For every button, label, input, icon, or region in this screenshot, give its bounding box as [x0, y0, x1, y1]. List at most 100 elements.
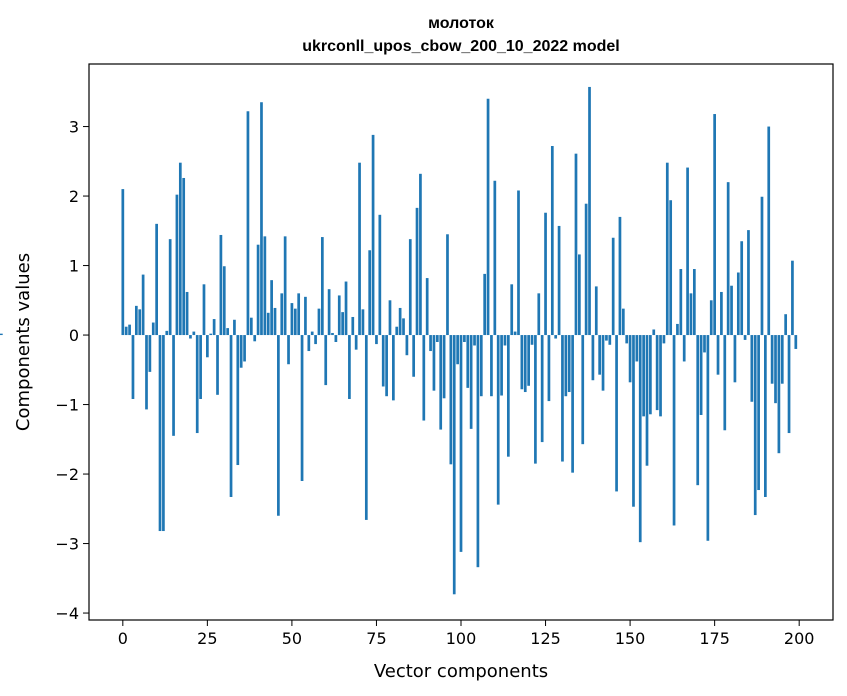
bar: [547, 335, 551, 402]
bar: [128, 324, 131, 336]
bar: [162, 335, 165, 532]
bar: [625, 335, 629, 344]
bar: [287, 335, 290, 365]
bar: [348, 335, 351, 399]
bar: [253, 335, 257, 342]
bar: [307, 335, 311, 352]
bar: [134, 305, 138, 336]
bar: [310, 331, 314, 336]
bar: [747, 230, 750, 336]
bars-group: [0, 86, 798, 595]
bar: [567, 335, 571, 393]
bar: [608, 335, 612, 345]
bar: [263, 236, 267, 336]
bar: [233, 319, 236, 336]
bar: [760, 196, 764, 336]
bar: [358, 162, 361, 336]
x-tick-label: 125: [530, 629, 561, 648]
bar: [121, 189, 125, 336]
bar: [750, 335, 754, 402]
bar: [490, 335, 493, 397]
bar: [581, 335, 585, 445]
bar: [672, 335, 676, 526]
bar: [517, 190, 520, 336]
bar: [787, 335, 791, 434]
bar: [740, 241, 744, 336]
bar: [293, 308, 297, 336]
bar: [449, 335, 453, 465]
bar: [392, 335, 395, 401]
x-tick-label: 175: [699, 629, 730, 648]
bar: [364, 335, 368, 520]
bar: [331, 332, 334, 336]
bar: [375, 335, 378, 345]
bar: [266, 312, 270, 336]
bar: [124, 326, 128, 336]
bar: [554, 335, 558, 339]
bar: [493, 180, 497, 336]
bar: [503, 335, 507, 346]
bar: [730, 285, 733, 336]
bar: [327, 289, 331, 336]
bar: [442, 335, 446, 399]
bar: [249, 317, 253, 336]
x-axis-ticks: 0 25 50 75 100 125 150 175 200: [118, 620, 815, 648]
bar: [270, 280, 273, 336]
bar: [182, 177, 186, 336]
bar: [753, 335, 757, 516]
bar: [141, 274, 145, 336]
bar: [155, 223, 158, 336]
bar: [496, 335, 500, 505]
bar: [459, 335, 463, 552]
bar: [706, 335, 710, 541]
bar: [283, 236, 287, 336]
bar: [189, 335, 192, 339]
bar: [638, 335, 642, 543]
bar: [273, 307, 277, 336]
bar: [290, 303, 294, 336]
bar: [151, 322, 155, 336]
bar: [239, 335, 243, 368]
bar: [0, 333, 3, 336]
bar: [578, 254, 581, 336]
bar: [317, 308, 321, 336]
bar: [571, 335, 574, 473]
bar: [304, 296, 307, 336]
bar: [659, 335, 662, 417]
bar: [682, 335, 686, 362]
y-tick-label: 1: [69, 257, 79, 276]
bar: [652, 329, 656, 336]
bar: [408, 239, 412, 336]
bar: [669, 200, 673, 336]
y-tick-label: −4: [55, 604, 79, 623]
bar: [591, 335, 595, 381]
x-tick-label: 200: [784, 629, 815, 648]
bar: [337, 295, 341, 336]
bar: [432, 335, 436, 391]
bar: [733, 335, 737, 383]
bar: [222, 266, 226, 336]
bar: [784, 314, 788, 336]
bar: [676, 323, 679, 336]
bar: [665, 162, 669, 336]
bar: [791, 260, 794, 336]
bar: [649, 335, 652, 415]
bar: [435, 335, 439, 342]
y-tick-label: 0: [69, 326, 79, 345]
bar: [537, 293, 541, 336]
bar: [138, 309, 142, 336]
bar: [385, 335, 388, 397]
bar: [415, 207, 419, 336]
bar: [774, 335, 777, 404]
x-tick-label: 75: [366, 629, 386, 648]
x-tick-label: 50: [282, 629, 302, 648]
bar: [723, 335, 727, 431]
bar: [226, 328, 230, 336]
bar: [598, 335, 602, 375]
bar: [527, 335, 530, 386]
bar: [297, 293, 301, 336]
bar: [764, 335, 767, 497]
bar: [175, 194, 179, 336]
bar: [185, 291, 189, 336]
bar: [689, 293, 693, 336]
